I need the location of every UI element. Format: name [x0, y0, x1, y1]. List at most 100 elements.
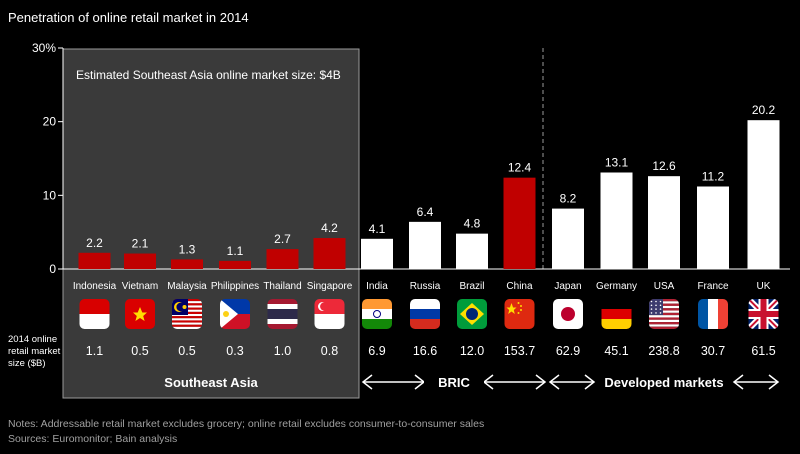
y-tick-label: 20	[43, 115, 57, 129]
group-label: BRIC	[438, 375, 470, 390]
flags	[79, 299, 779, 329]
bar	[171, 259, 203, 269]
sea-panel	[62, 48, 360, 399]
market-size-value: 16.6	[413, 344, 437, 358]
russia-flag-icon	[410, 299, 440, 329]
germany-flag-icon	[601, 299, 632, 329]
bar-value-label: 1.1	[227, 244, 244, 258]
market-size-value: 0.8	[321, 344, 338, 358]
group-labels: Southeast Asia BRIC Developed markets	[164, 373, 780, 391]
market-size-value: 1.1	[86, 344, 103, 358]
bar	[219, 260, 251, 269]
indonesia-flag-icon	[79, 299, 110, 329]
philippines-flag-icon	[220, 299, 250, 329]
bars: 2.2 Indonesia 2.1 Vietnam 1.3 Malaysia 1.1 Phil…	[73, 103, 780, 292]
arrow-head	[768, 374, 780, 390]
category-label: India	[366, 281, 388, 292]
sea-annotation: Estimated Southeast Asia online market s…	[76, 68, 341, 82]
market-size-value: 6.9	[368, 344, 385, 358]
bar-value-label: 4.2	[321, 221, 338, 235]
bar-value-label: 12.4	[508, 161, 532, 175]
bar-value-label: 4.8	[464, 217, 481, 231]
y-tick-label: 10	[43, 188, 57, 202]
category-label: Thailand	[263, 281, 301, 292]
notes: Notes: Addressable retail market exclude…	[8, 418, 484, 430]
arrow-head	[732, 374, 744, 390]
bar	[266, 249, 299, 269]
bar	[124, 253, 156, 269]
singapore-flag-icon	[314, 299, 345, 329]
group-label: Developed markets	[604, 375, 723, 390]
bar	[409, 221, 441, 269]
group-label: Southeast Asia	[164, 375, 258, 390]
arrow-head	[584, 374, 596, 390]
brazil-flag-icon	[457, 299, 487, 329]
bar	[503, 177, 536, 269]
chart-title: Penetration of online retail market in 2…	[8, 10, 249, 25]
bar	[600, 172, 633, 269]
category-label: France	[697, 281, 729, 292]
category-label: Indonesia	[73, 281, 117, 292]
usa-flag-icon	[649, 299, 679, 329]
category-label: UK	[757, 281, 771, 292]
market-size-value: 45.1	[604, 344, 628, 358]
bar	[313, 238, 346, 269]
market-size-value: 238.8	[648, 344, 679, 358]
y-tick-label: 30%	[32, 41, 56, 55]
market-size-value: 61.5	[751, 344, 775, 358]
bar-value-label: 1.3	[179, 242, 196, 256]
thailand-flag-icon	[267, 299, 298, 329]
bar	[361, 238, 393, 269]
label-gap	[424, 373, 484, 391]
bar	[697, 186, 729, 269]
market-size-label: size ($B)	[8, 358, 45, 369]
bar-value-label: 2.2	[86, 236, 103, 250]
china-flag-icon	[504, 299, 535, 329]
india-flag-icon	[362, 299, 392, 329]
category-label: China	[506, 281, 533, 292]
category-label: Brazil	[459, 281, 484, 292]
bar	[747, 120, 780, 270]
arrow-head	[535, 374, 547, 390]
bar-value-label: 8.2	[560, 192, 577, 206]
bar	[552, 208, 584, 269]
bar	[648, 176, 680, 269]
market-size-label: retail market	[8, 346, 61, 357]
bar-value-label: 11.2	[702, 169, 725, 183]
market-size-value: 1.0	[274, 344, 291, 358]
vietnam-flag-icon	[125, 299, 155, 329]
category-label: Malaysia	[167, 281, 207, 292]
category-label: Philippines	[211, 281, 259, 292]
market-size-value: 30.7	[701, 344, 725, 358]
bar-value-label: 2.1	[132, 237, 149, 251]
category-label: Singapore	[307, 281, 353, 292]
category-label: Germany	[596, 281, 637, 292]
category-label: Vietnam	[122, 281, 159, 292]
market-size-value: 0.3	[226, 344, 243, 358]
arrow-head	[548, 374, 560, 390]
category-label: USA	[654, 281, 675, 292]
malaysia-flag-icon	[172, 299, 202, 329]
category-label: Japan	[554, 281, 581, 292]
market-size-value: 0.5	[178, 344, 195, 358]
bar-value-label: 20.2	[752, 103, 776, 117]
market-size-value: 0.5	[131, 344, 148, 358]
sources: Sources: Euromonitor; Bain analysis	[8, 433, 177, 445]
market-size-value: 12.0	[460, 344, 484, 358]
market-size-value: 62.9	[556, 344, 580, 358]
bar-value-label: 6.4	[417, 205, 434, 219]
bar-value-label: 12.6	[652, 159, 676, 173]
bar-value-label: 2.7	[274, 232, 291, 246]
bar-value-label: 13.1	[605, 155, 629, 169]
market-size-label: 2014 online	[8, 334, 57, 345]
bar	[78, 252, 111, 269]
bar-value-label: 4.1	[369, 222, 386, 236]
category-label: Russia	[410, 281, 441, 292]
japan-flag-icon	[553, 299, 583, 329]
france-flag-icon	[698, 299, 728, 329]
bar	[456, 233, 488, 269]
uk-flag-icon	[748, 299, 779, 329]
y-tick-label: 0	[49, 262, 56, 276]
